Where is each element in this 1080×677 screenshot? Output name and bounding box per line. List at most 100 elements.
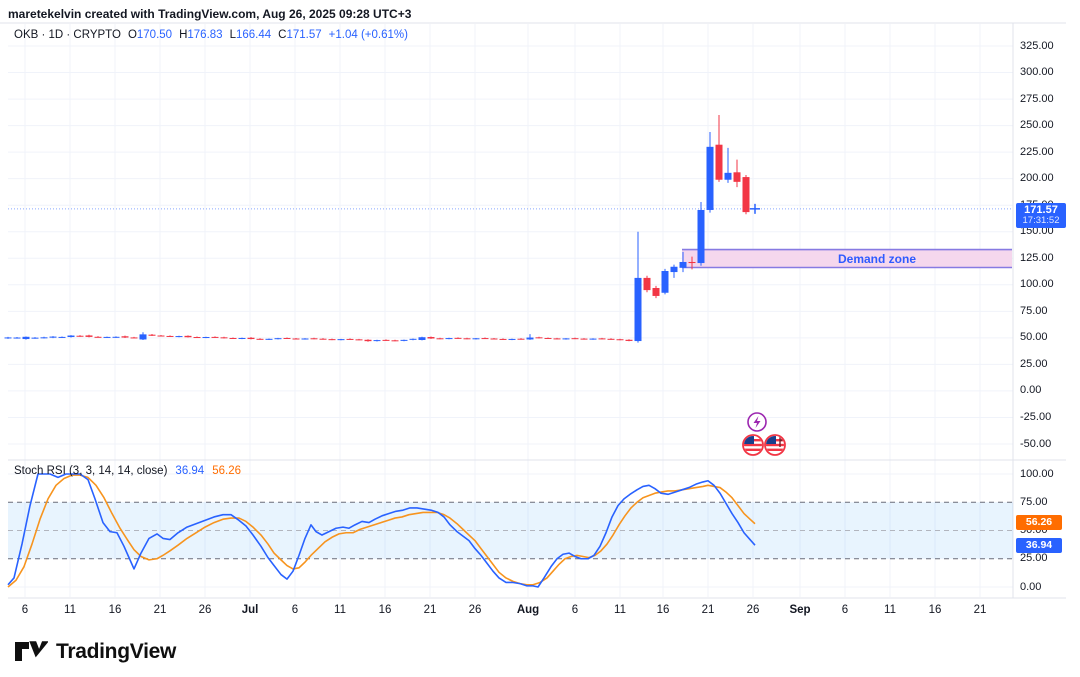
- candle[interactable]: [391, 340, 399, 342]
- candle[interactable]: [40, 337, 48, 339]
- candle[interactable]: [4, 337, 12, 339]
- candle[interactable]: [112, 336, 120, 338]
- candle[interactable]: [301, 338, 309, 340]
- candle[interactable]: [733, 172, 741, 182]
- time-axis-tick: 6: [291, 604, 299, 616]
- candle[interactable]: [292, 338, 300, 340]
- price-axis-tick: 300.00: [1020, 66, 1054, 79]
- candle[interactable]: [508, 338, 516, 340]
- candle[interactable]: [535, 337, 543, 339]
- candle[interactable]: [193, 337, 201, 339]
- us-flag-event-icon[interactable]: [764, 434, 786, 456]
- candle[interactable]: [337, 339, 345, 341]
- candle[interactable]: [175, 336, 183, 338]
- candle[interactable]: [463, 338, 471, 340]
- candle[interactable]: [400, 339, 408, 341]
- candle[interactable]: [715, 144, 723, 180]
- candle[interactable]: [103, 336, 111, 338]
- candle[interactable]: [616, 339, 624, 341]
- candle[interactable]: [454, 337, 462, 339]
- candle[interactable]: [121, 336, 129, 338]
- tradingview-logo[interactable]: TradingView: [14, 637, 176, 667]
- candle[interactable]: [526, 337, 534, 340]
- candle[interactable]: [724, 172, 732, 180]
- candle[interactable]: [517, 338, 525, 340]
- lightning-event-icon[interactable]: [747, 412, 767, 432]
- candle[interactable]: [229, 337, 237, 339]
- candle[interactable]: [553, 338, 561, 340]
- candle[interactable]: [499, 338, 507, 340]
- candle[interactable]: [58, 336, 66, 338]
- demand-zone[interactable]: [682, 249, 1012, 268]
- candle[interactable]: [238, 337, 246, 339]
- candle[interactable]: [436, 338, 444, 340]
- candle[interactable]: [49, 336, 57, 338]
- candle[interactable]: [661, 271, 669, 293]
- candle[interactable]: [418, 337, 426, 340]
- candle[interactable]: [481, 338, 489, 340]
- candle[interactable]: [247, 337, 255, 340]
- price-axis-tick: 50.00: [1020, 331, 1048, 344]
- candle[interactable]: [697, 209, 705, 264]
- candle[interactable]: [382, 339, 390, 341]
- candle[interactable]: [346, 338, 354, 340]
- candle[interactable]: [607, 338, 615, 340]
- candle[interactable]: [652, 287, 660, 296]
- candle[interactable]: [85, 335, 93, 337]
- candle[interactable]: [364, 339, 372, 342]
- candle[interactable]: [76, 335, 84, 337]
- candle[interactable]: [67, 335, 75, 338]
- candle[interactable]: [166, 335, 174, 337]
- symbol-title[interactable]: OKB · 1D · CRYPTO: [14, 29, 121, 41]
- symbol-legend[interactable]: OKB · 1D · CRYPTO O170.50 H176.83 L166.44 C1…: [14, 29, 408, 41]
- candle[interactable]: [283, 337, 291, 339]
- demand-zone-label[interactable]: Demand zone: [837, 251, 917, 266]
- candle[interactable]: [265, 338, 273, 340]
- candle[interactable]: [22, 336, 30, 340]
- candle[interactable]: [625, 339, 633, 341]
- candle[interactable]: [544, 337, 552, 339]
- candle[interactable]: [94, 336, 102, 338]
- candle[interactable]: [256, 338, 264, 340]
- candle[interactable]: [490, 338, 498, 340]
- candle[interactable]: [157, 335, 165, 337]
- candle[interactable]: [211, 336, 219, 338]
- candle[interactable]: [427, 337, 435, 339]
- candle[interactable]: [580, 338, 588, 340]
- candle[interactable]: [472, 338, 480, 340]
- candle[interactable]: [742, 177, 750, 213]
- candle[interactable]: [373, 340, 381, 342]
- candle[interactable]: [319, 338, 327, 340]
- candle[interactable]: [139, 334, 147, 340]
- candle[interactable]: [634, 277, 642, 342]
- candle[interactable]: [571, 338, 579, 340]
- candle[interactable]: [202, 337, 210, 339]
- candle[interactable]: [148, 334, 156, 336]
- candle[interactable]: [670, 266, 678, 273]
- candle[interactable]: [688, 261, 696, 264]
- candle[interactable]: [130, 337, 138, 339]
- event-markers[interactable]: [736, 406, 794, 460]
- candle[interactable]: [31, 337, 39, 339]
- candle[interactable]: [310, 338, 318, 340]
- candle[interactable]: [355, 339, 363, 341]
- time-axis-tick: 6: [841, 604, 849, 616]
- candle[interactable]: [274, 338, 282, 340]
- candle[interactable]: [220, 337, 228, 339]
- candle[interactable]: [562, 338, 570, 340]
- candle[interactable]: [643, 277, 651, 291]
- candle[interactable]: [445, 338, 453, 340]
- candle[interactable]: [13, 337, 21, 339]
- candle[interactable]: [598, 338, 606, 340]
- candle[interactable]: [679, 261, 687, 268]
- candle[interactable]: [409, 338, 417, 340]
- stoch-rsi-legend[interactable]: Stoch RSI (3, 3, 14, 14, close) 36.94 56.2…: [14, 465, 241, 477]
- us-flag-event-icon[interactable]: [742, 434, 764, 456]
- candle[interactable]: [706, 146, 714, 210]
- candle[interactable]: [328, 339, 336, 341]
- time-axis-tick: Sep: [789, 604, 811, 616]
- stoch-rsi-label[interactable]: Stoch RSI (3, 3, 14, 14, close): [14, 465, 168, 477]
- candle[interactable]: [589, 338, 597, 340]
- candle[interactable]: [184, 335, 192, 338]
